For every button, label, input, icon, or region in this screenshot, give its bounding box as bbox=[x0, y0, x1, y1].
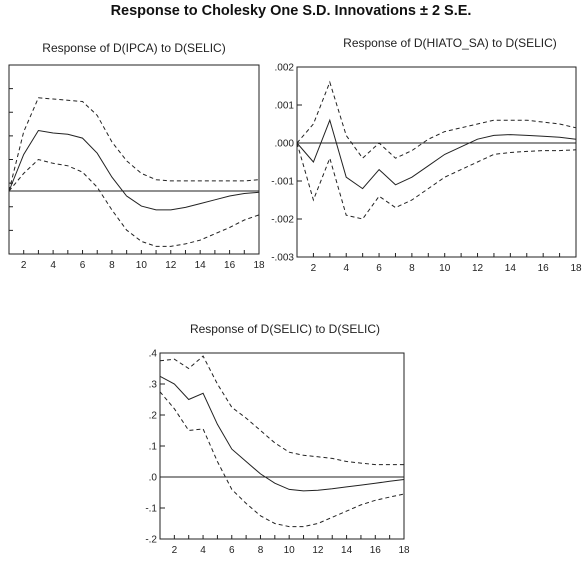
x-tick-label: 16 bbox=[538, 263, 550, 274]
figure-title: Response to Cholesky One S.D. Innovation… bbox=[110, 3, 472, 19]
x-tick-label: 2 bbox=[311, 263, 317, 274]
y-tick-label: .1 bbox=[149, 442, 158, 453]
x-tick-label: 10 bbox=[136, 260, 148, 271]
panel-title: Response of D(IPCA) to D(SELIC) bbox=[42, 41, 225, 55]
x-tick-label: 8 bbox=[409, 263, 415, 274]
x-tick-label: 18 bbox=[570, 263, 582, 274]
x-tick-label: 6 bbox=[229, 545, 235, 556]
chart-panel-1: Response of D(IPCA) to D(SELIC) 2 4 6 8 10 12 1… bbox=[8, 41, 265, 271]
x-tick-label: 12 bbox=[472, 263, 484, 274]
plot-frame bbox=[296, 66, 577, 258]
upper-band-line bbox=[159, 355, 404, 466]
y-tick-label: .3 bbox=[149, 380, 158, 391]
x-tick-label: 16 bbox=[224, 260, 236, 271]
y-tick-label: .002 bbox=[275, 63, 295, 74]
x-tick-label: 4 bbox=[200, 545, 206, 556]
upper-band-line bbox=[296, 80, 577, 159]
y-tick-label: .001 bbox=[275, 101, 295, 112]
y-tick-label: -.1 bbox=[145, 504, 157, 515]
chart-panel-2: Response of D(HIATO_SA) to D(SELIC) .002.… bbox=[271, 36, 582, 274]
plot-frame bbox=[159, 352, 405, 540]
x-tick-label: 4 bbox=[50, 260, 56, 271]
y-tick-label: -.003 bbox=[271, 253, 294, 264]
x-tick-label: 18 bbox=[253, 260, 265, 271]
y-tick-label: .4 bbox=[149, 349, 158, 360]
y-tick-label: -.2 bbox=[145, 535, 157, 546]
panel-title: Response of D(SELIC) to D(SELIC) bbox=[190, 322, 380, 336]
x-tick-label: 18 bbox=[398, 545, 410, 556]
y-tick-label: -.002 bbox=[271, 215, 294, 226]
x-tick-label: 16 bbox=[370, 545, 382, 556]
upper-band-line bbox=[8, 97, 260, 192]
x-tick-label: 4 bbox=[343, 263, 349, 274]
plot-frame bbox=[8, 64, 260, 255]
chart-panel-3: Response of D(SELIC) to D(SELIC) .4 .3 .2 .1… bbox=[145, 322, 410, 556]
x-tick-label: 8 bbox=[258, 545, 264, 556]
y-tick-label: .000 bbox=[275, 139, 295, 150]
panel-title: Response of D(HIATO_SA) to D(SELIC) bbox=[343, 36, 557, 50]
x-tick-label: 2 bbox=[172, 545, 178, 556]
x-tick-label: 10 bbox=[439, 263, 451, 274]
x-tick-label: 14 bbox=[195, 260, 207, 271]
x-tick-label: 14 bbox=[505, 263, 517, 274]
y-tick-label: .0 bbox=[149, 473, 158, 484]
response-line bbox=[296, 118, 577, 190]
x-tick-label: 10 bbox=[284, 545, 296, 556]
x-tick-label: 12 bbox=[312, 545, 324, 556]
x-tick-label: 6 bbox=[376, 263, 382, 274]
lower-band-line bbox=[296, 142, 577, 220]
y-tick-label: -.001 bbox=[271, 177, 294, 188]
x-tick-label: 14 bbox=[341, 545, 353, 556]
lower-band-line bbox=[159, 391, 405, 528]
lower-band-line bbox=[8, 158, 260, 247]
x-tick-label: 12 bbox=[165, 260, 177, 271]
x-tick-label: 6 bbox=[80, 260, 86, 271]
response-line bbox=[8, 129, 260, 211]
x-tick-label: 2 bbox=[21, 260, 27, 271]
y-tick-label: .2 bbox=[149, 411, 158, 422]
x-tick-label: 8 bbox=[109, 260, 115, 271]
response-line bbox=[159, 375, 405, 492]
